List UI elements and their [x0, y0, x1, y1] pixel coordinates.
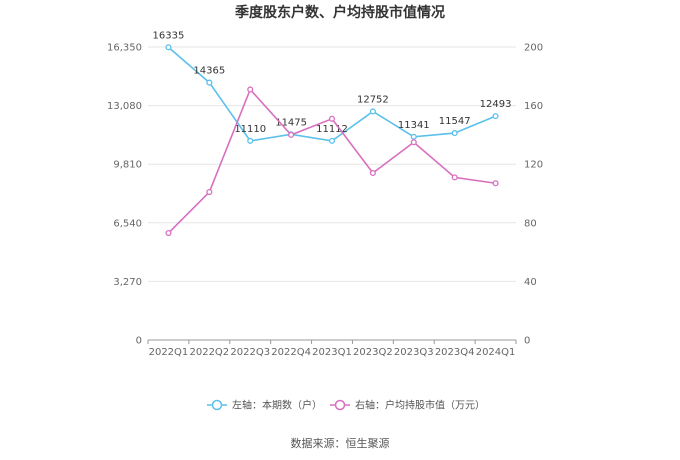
- data-point-right[interactable]: [451, 174, 458, 181]
- data-point-right[interactable]: [206, 188, 213, 196]
- x-tick-label: 2022Q3: [230, 347, 270, 358]
- legend-item-left[interactable]: 左轴：本期数（户）: [207, 399, 322, 412]
- data-point-left[interactable]: [410, 133, 417, 140]
- x-tick-label: 2022Q2: [189, 347, 229, 358]
- data-point-right[interactable]: [369, 169, 376, 177]
- data-label: 12493: [480, 99, 512, 110]
- left-tick-label: 9,810: [113, 160, 142, 171]
- data-point-right[interactable]: [165, 230, 172, 237]
- x-tick-label: 2023Q3: [394, 347, 434, 358]
- left-axis-ticks: 0 3,270 6,540 9,810 13,080 16,350: [107, 43, 142, 347]
- right-tick-label: 40: [524, 277, 537, 288]
- right-axis-ticks: 0 40 80 120 160 200: [524, 43, 543, 347]
- data-point-left[interactable]: [165, 44, 172, 51]
- data-label: 12752: [357, 94, 389, 105]
- data-point-left[interactable]: [369, 108, 376, 115]
- data-label: 11547: [439, 116, 471, 127]
- data-label: 16335: [153, 30, 185, 41]
- x-tick-label: 2023Q4: [435, 347, 475, 358]
- x-axis-ticks: 2022Q1 2022Q2 2022Q3 2022Q4 2023Q1 2023Q2 2023…: [147, 340, 517, 358]
- left-tick-label: 16,350: [107, 43, 142, 54]
- legend-marker-icon: [211, 399, 223, 411]
- data-point-right[interactable]: [247, 86, 254, 93]
- data-point-left[interactable]: [492, 113, 499, 120]
- legend[interactable]: 左轴：本期数（户） 右轴：户均持股市值（万元）: [207, 399, 485, 412]
- grid-lines: [148, 46, 516, 341]
- left-tick-label: 13,080: [107, 101, 142, 112]
- data-point-left[interactable]: [247, 137, 254, 144]
- data-point-left[interactable]: [206, 79, 213, 86]
- legend-label: 右轴：户均持股市值（万元）: [355, 399, 485, 412]
- data-point-left[interactable]: [451, 130, 458, 137]
- x-tick-label: 2023Q1: [312, 347, 352, 358]
- x-tick-label: 2022Q4: [271, 347, 311, 358]
- right-tick-label: 200: [524, 43, 543, 54]
- legend-marker-icon: [334, 399, 346, 411]
- right-tick-label: 160: [524, 101, 543, 112]
- x-tick-label: 2022Q1: [149, 347, 189, 358]
- data-point-right[interactable]: [328, 115, 336, 122]
- data-label: 11475: [275, 117, 307, 128]
- data-source: 数据来源：恒生聚源: [291, 436, 390, 450]
- x-tick-label: 2024Q1: [476, 347, 516, 358]
- data-point-right[interactable]: [492, 180, 499, 187]
- chart-title: 季度股东户数、户均持股市值情况: [234, 4, 445, 21]
- data-label: 11341: [398, 120, 430, 131]
- right-tick-label: 0: [524, 336, 530, 347]
- data-point-left[interactable]: [328, 137, 336, 144]
- data-point-right[interactable]: [288, 131, 295, 138]
- right-tick-label: 120: [524, 160, 543, 171]
- left-tick-label: 3,270: [113, 277, 142, 288]
- data-point-right[interactable]: [410, 139, 417, 146]
- left-tick-label: 0: [136, 336, 142, 347]
- series-line-right: [167, 87, 496, 234]
- series-group: 16335 14365 11110 11475 11112 12752 11341 11547…: [153, 30, 512, 237]
- legend-item-right[interactable]: 右轴：户均持股市值（万元）: [330, 399, 485, 412]
- right-tick-label: 80: [524, 218, 537, 229]
- x-tick-label: 2023Q2: [353, 347, 393, 358]
- data-label: 11110: [234, 124, 266, 135]
- left-tick-label: 6,540: [113, 218, 142, 229]
- legend-label: 左轴：本期数（户）: [232, 399, 322, 412]
- data-label: 11112: [316, 124, 348, 135]
- data-label: 14365: [193, 66, 225, 77]
